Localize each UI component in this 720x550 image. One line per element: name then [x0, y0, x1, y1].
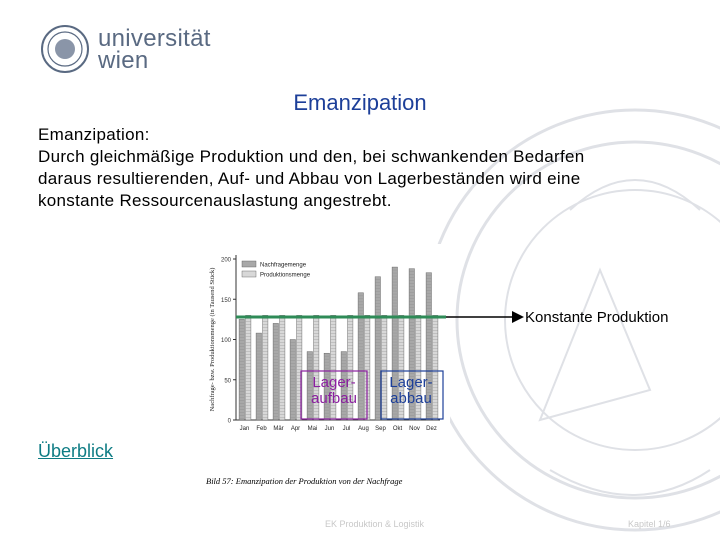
bar-produktion: [415, 315, 422, 421]
bar-produktion: [279, 315, 286, 421]
bar-produktion: [313, 315, 320, 421]
bar-nachfrage: [306, 351, 313, 421]
bar-nachfrage: [357, 292, 364, 421]
university-seal-watermark: [423, 108, 720, 532]
bar-nachfrage: [408, 268, 415, 421]
chart-caption: Bild 57: Emanzipation der Produktion von…: [206, 476, 403, 486]
lager-aufbau-box: [300, 370, 368, 420]
y-tick-label: 100: [221, 338, 232, 344]
bar-nachfrage: [374, 276, 381, 421]
legend-swatch: [241, 270, 257, 278]
lager-abbau-box: [380, 370, 444, 420]
x-tick-label: Jan: [240, 426, 250, 432]
legend-label: Produktionsmenge: [260, 273, 311, 279]
footer-course: EK Produktion & Logistik: [325, 519, 425, 529]
x-tick-label: Jul: [343, 426, 351, 432]
bar-produktion: [262, 315, 269, 421]
bar-nachfrage: [272, 323, 279, 421]
x-tick-label: Dez: [426, 426, 437, 432]
x-tick-label: Aug: [358, 426, 369, 432]
footer-chapter: Kapitel 1/6: [628, 519, 671, 529]
lager-aufbau-line1: Lager-: [312, 374, 356, 391]
bar-nachfrage: [340, 351, 347, 421]
y-tick-label: 50: [224, 378, 231, 384]
bar-produktion: [364, 315, 371, 421]
lager-abbau-label: Lager- abbau: [381, 375, 441, 407]
lager-abbau-line1: Lager-: [389, 374, 433, 391]
body-line-4: konstante Ressourcenauslastung angestreb…: [38, 191, 392, 210]
x-tick-label: Nov: [409, 426, 420, 432]
body-line-2: Durch gleichmäßige Produktion und den, b…: [38, 147, 585, 166]
bar-nachfrage: [289, 339, 296, 421]
lager-aufbau-label: Lager- aufbau: [300, 375, 368, 407]
bar-nachfrage: [323, 352, 330, 421]
bar-produktion: [245, 315, 252, 421]
x-tick-label: Mär: [273, 426, 283, 432]
bar-nachfrage: [425, 272, 432, 421]
y-tick-label: 200: [221, 258, 232, 264]
bar-nachfrage: [238, 319, 245, 421]
y-tick-label: 0: [228, 419, 232, 425]
arrow-head-icon: [512, 311, 524, 323]
chart-figure: 0 50 100 150 200 Nachfrage- bzw. Produktionsm…: [158, 244, 450, 490]
university-logo: universität wien: [40, 22, 220, 76]
x-tick-label: Jun: [325, 426, 335, 432]
x-tick-label: Feb: [256, 426, 267, 432]
x-tick-label: Okt: [393, 426, 403, 432]
logo-text-line1: universität: [98, 25, 211, 52]
body-line-3: daraus resultierenden, Auf- und Abbau vo…: [38, 169, 581, 188]
bar-nachfrage: [391, 266, 398, 421]
legend-label: Nachfragemenge: [260, 263, 307, 269]
bar-produktion: [398, 315, 405, 421]
legend-swatch: [241, 260, 257, 268]
bar-produktion: [330, 315, 337, 421]
x-tick-label: Apr: [291, 426, 300, 432]
x-tick-label: Sep: [375, 426, 386, 432]
bar-produktion: [347, 315, 354, 421]
x-tick-label: Mai: [308, 426, 318, 432]
overview-link[interactable]: Überblick: [38, 441, 114, 461]
lager-abbau-line2: abbau: [390, 390, 432, 407]
body-line-1: Emanzipation:: [38, 125, 150, 144]
logo-text-line2: wien: [98, 47, 149, 74]
y-tick-label: 150: [221, 298, 232, 304]
university-seal-icon: [41, 25, 89, 73]
bar-chart: 0 50 100 150 200 Nachfrage- bzw. Produktionsm…: [209, 255, 440, 432]
bar-produktion: [296, 315, 303, 421]
bar-produktion: [432, 315, 439, 421]
bar-produktion: [381, 315, 388, 421]
lager-aufbau-line2: aufbau: [311, 390, 357, 407]
y-axis-label: Nachfrage- bzw. Produktionsmenge (in Tau…: [209, 268, 216, 412]
constant-production-label: Konstante Produktion: [525, 309, 669, 326]
slide-title: Emanzipation: [293, 90, 427, 115]
slide-body: Emanzipation: Durch gleichmäßige Produkt…: [38, 124, 698, 212]
bar-nachfrage: [255, 332, 262, 421]
